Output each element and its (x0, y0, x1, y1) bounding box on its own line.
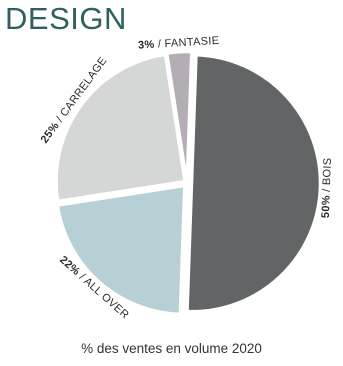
slice-percent-fantasie: 3% (138, 39, 155, 52)
slice-label-fantasie: 3% / FANTASIE (138, 35, 220, 52)
slice-label-bois: 50% / BOIS (320, 157, 334, 218)
pie-slice-fantasie (165, 50, 193, 182)
slice-percent-bois: 50% (320, 195, 333, 218)
slice-name-fantasie: / FANTASIE (154, 35, 219, 51)
pie-slice-carrelage (55, 53, 186, 203)
pie-slice-all-over (56, 184, 186, 316)
pie-slice-bois (186, 54, 322, 313)
chart-title: DESIGN (5, 1, 127, 36)
chart-caption: % des ventes en volume 2020 (81, 341, 262, 356)
slice-name-bois: / BOIS (321, 157, 334, 195)
pie-slices (55, 50, 322, 316)
